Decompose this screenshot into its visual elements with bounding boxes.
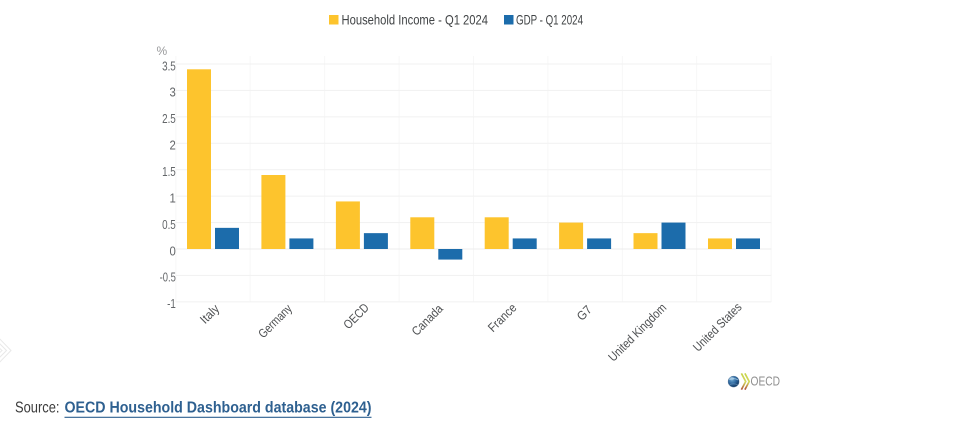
svg-text:3: 3: [170, 86, 176, 100]
svg-text:1: 1: [170, 191, 176, 205]
svg-text:%: %: [157, 44, 168, 58]
svg-text:-1: -1: [167, 297, 176, 311]
svg-text:OECD: OECD: [751, 375, 781, 389]
svg-text:2: 2: [170, 139, 176, 153]
svg-text:2.5: 2.5: [162, 112, 176, 126]
svg-text:OECD Household Dashboard datab: OECD Household Dashboard database (2024): [65, 400, 372, 417]
svg-text:0: 0: [170, 244, 176, 258]
svg-text:1.5: 1.5: [162, 165, 176, 179]
svg-text:0.5: 0.5: [162, 218, 176, 232]
svg-text:GDP - Q1 2024: GDP - Q1 2024: [516, 11, 583, 27]
svg-text:3.5: 3.5: [162, 59, 176, 73]
svg-text:Household Income - Q1 2024: Household Income - Q1 2024: [342, 11, 489, 27]
svg-text:-0.5: -0.5: [160, 271, 176, 285]
svg-text:Source:: Source:: [15, 400, 60, 417]
